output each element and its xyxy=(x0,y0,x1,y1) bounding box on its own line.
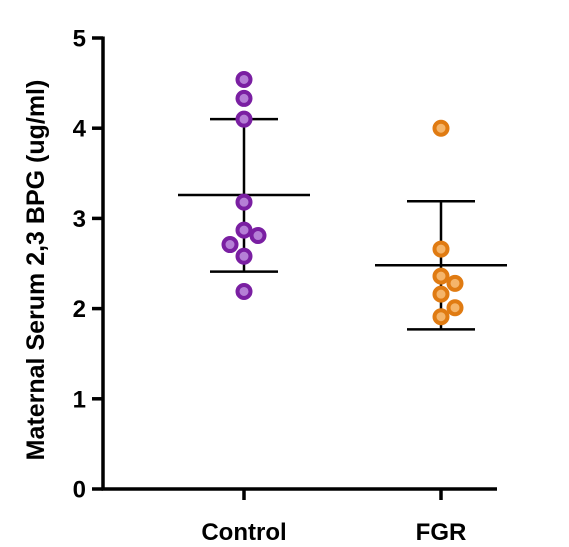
y-tick-label: 3 xyxy=(73,206,86,233)
y-tick-label: 1 xyxy=(73,386,86,413)
data-point xyxy=(432,285,450,303)
data-points xyxy=(221,70,464,326)
y-tick-label: 5 xyxy=(73,26,86,53)
y-tick-label: 4 xyxy=(73,116,87,143)
data-point xyxy=(235,221,253,239)
error-bars xyxy=(178,117,507,331)
x-category-label: FGR xyxy=(416,519,467,546)
data-point xyxy=(432,308,450,326)
data-point xyxy=(235,247,253,265)
data-point xyxy=(432,119,450,137)
data-point xyxy=(235,193,253,211)
data-point xyxy=(235,89,253,107)
data-point xyxy=(432,240,450,258)
data-point xyxy=(221,236,239,254)
y-tick-label: 2 xyxy=(73,296,86,323)
x-category-label: Control xyxy=(201,519,286,546)
data-point xyxy=(235,282,253,300)
data-point xyxy=(235,110,253,128)
y-axis-title: Maternal Serum 2,3 BPG (ug/ml) xyxy=(22,80,50,461)
y-tick-label: 0 xyxy=(73,477,86,504)
data-point xyxy=(235,70,253,88)
data-point xyxy=(249,227,267,245)
y-axis-ticks: 0 1 2 3 4 5 xyxy=(73,26,103,504)
data-point xyxy=(432,267,450,285)
data-point xyxy=(446,299,464,317)
axes xyxy=(101,36,497,491)
data-point xyxy=(446,274,464,292)
x-axis-categories: Control FGR xyxy=(201,489,466,546)
